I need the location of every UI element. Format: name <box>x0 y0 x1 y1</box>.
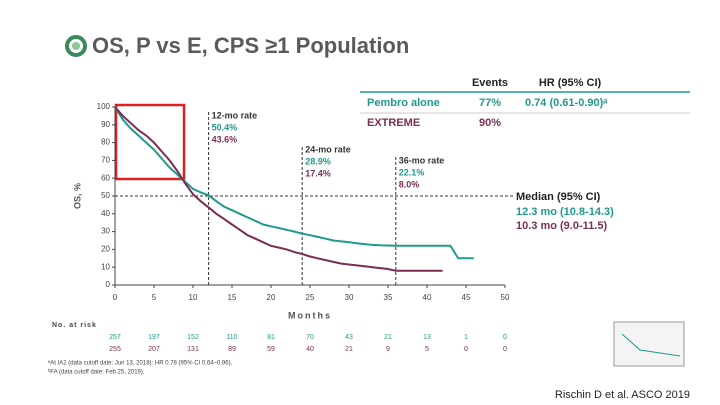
thumbnail <box>613 321 685 367</box>
x-tick-label: 45 <box>462 293 471 302</box>
x-tick-label: 0 <box>113 293 118 302</box>
rate-marker-label: 24-mo rate <box>305 144 351 154</box>
risk-value: 255 <box>109 346 121 353</box>
y-tick-label: 100 <box>97 102 111 111</box>
y-tick-label: 10 <box>101 262 110 271</box>
risk-value: 21 <box>384 334 392 341</box>
median-value: 12.3 mo (10.8-14.3) <box>516 206 614 218</box>
y-tick-label: 30 <box>101 227 110 236</box>
table-header: HR (95% CI) <box>539 77 602 89</box>
risk-value: 89 <box>228 346 236 353</box>
y-tick-label: 20 <box>101 245 110 254</box>
x-axis-label: Months <box>288 310 332 320</box>
footnote: ᵇFA (data cutoff date: Feb 25, 2019). <box>48 369 145 376</box>
footnote: ᵃAt IA2 (data cutoff date: Jun 13, 2018)… <box>48 361 233 367</box>
risk-value: 197 <box>148 334 160 341</box>
x-tick-label: 25 <box>306 293 315 302</box>
y-tick-label: 70 <box>101 156 110 165</box>
rate-value: 43.6% <box>212 134 238 144</box>
risk-value: 13 <box>423 334 431 341</box>
title-icon-core <box>72 42 80 50</box>
x-tick-label: 10 <box>189 293 198 302</box>
risk-value: 110 <box>226 334 237 341</box>
risk-value: 70 <box>306 334 314 341</box>
risk-label: No. at risk <box>52 322 97 329</box>
risk-value: 21 <box>345 346 353 353</box>
x-tick-label: 20 <box>267 293 276 302</box>
risk-value: 81 <box>267 334 275 341</box>
x-tick-label: 15 <box>228 293 237 302</box>
risk-value: 0 <box>503 334 507 341</box>
x-tick-label: 5 <box>152 293 157 302</box>
rate-marker-label: 36-mo rate <box>399 155 445 165</box>
risk-value: 5 <box>425 346 429 353</box>
x-tick-label: 30 <box>345 293 354 302</box>
rate-value: 28.9% <box>305 156 331 166</box>
risk-value: 0 <box>464 346 468 353</box>
risk-value: 9 <box>386 346 390 353</box>
rate-value: 50.4% <box>212 122 238 132</box>
risk-value: 0 <box>503 346 507 353</box>
y-tick-label: 0 <box>106 280 111 289</box>
risk-value: 257 <box>109 334 121 341</box>
title-icon <box>65 35 87 57</box>
x-tick-label: 40 <box>423 293 432 302</box>
survival-curve <box>114 106 443 272</box>
y-tick-label: 60 <box>101 173 110 182</box>
risk-value: 43 <box>345 334 353 341</box>
risk-value: 131 <box>187 346 199 353</box>
y-tick-label: 50 <box>101 191 110 200</box>
thumbnail-frame <box>613 321 685 367</box>
risk-value: 207 <box>148 346 160 353</box>
slide-title: OS, P vs E, CPS ≥1 Population <box>92 33 409 58</box>
table-cell: 77% <box>479 97 501 109</box>
survival-curve <box>114 106 474 260</box>
rate-marker-label: 12-mo rate <box>212 110 258 120</box>
legend-name: Pembro alone <box>367 97 440 109</box>
y-tick-label: 90 <box>101 120 110 129</box>
rate-value: 8.0% <box>399 179 420 189</box>
median-value: 10.3 mo (9.0-11.5) <box>516 220 607 232</box>
citation: Rischin D et al. ASCO 2019 <box>555 389 690 401</box>
thumbnail-line <box>621 333 681 357</box>
y-axis-label: OS, % <box>72 183 82 209</box>
legend-name: EXTREME <box>367 117 420 129</box>
table-cell: 90% <box>479 117 501 129</box>
x-tick-label: 35 <box>384 293 393 302</box>
risk-value: 152 <box>187 334 199 341</box>
x-tick-label: 50 <box>501 293 510 302</box>
table-header: Events <box>472 77 508 89</box>
rate-value: 22.1% <box>399 167 425 177</box>
risk-value: 40 <box>306 346 314 353</box>
y-tick-label: 40 <box>101 209 110 218</box>
rate-value: 17.4% <box>305 168 331 178</box>
y-tick-label: 80 <box>101 138 110 147</box>
median-title: Median (95% CI) <box>516 191 601 203</box>
risk-value: 1 <box>464 334 468 341</box>
highlight-box <box>114 103 186 181</box>
table-cell: 0.74 (0.61-0.90)ᵃ <box>525 97 608 109</box>
risk-value: 59 <box>267 346 275 353</box>
